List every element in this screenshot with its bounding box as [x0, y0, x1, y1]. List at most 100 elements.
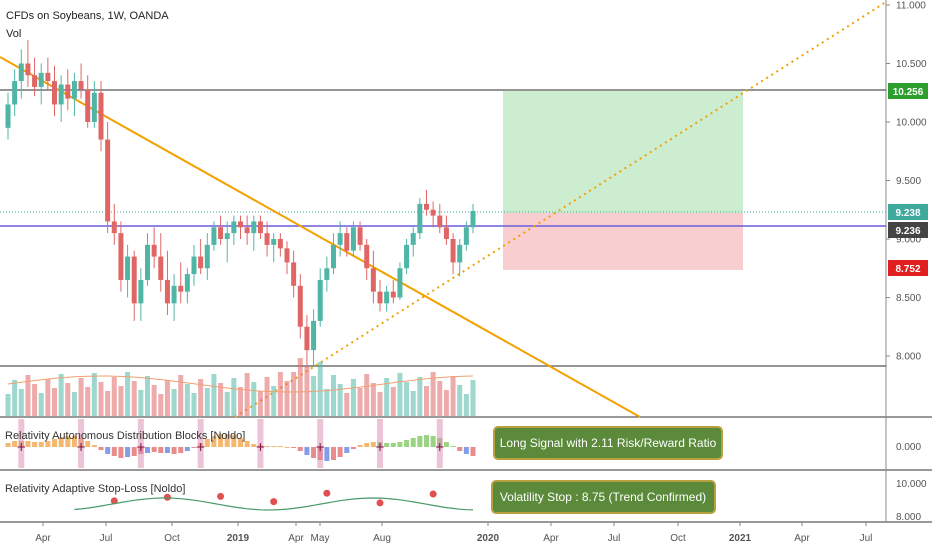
distribution-bar	[297, 447, 303, 451]
distribution-bar	[450, 446, 456, 447]
volume-bar	[424, 386, 429, 416]
signal-column	[257, 419, 264, 468]
time-tick-label: Jul	[100, 533, 113, 544]
time-tick-label: Aug	[373, 533, 391, 544]
distribution-bar	[5, 443, 11, 447]
stop-dot	[163, 493, 171, 501]
distribution-bar	[324, 447, 330, 461]
candle-body	[350, 227, 356, 251]
candle-body	[370, 268, 376, 292]
distribution-bar	[184, 447, 190, 451]
distribution-bar	[12, 441, 18, 447]
candle-body	[404, 244, 410, 269]
price-tick-label: 8.000	[896, 352, 921, 363]
volume-bar	[457, 385, 463, 416]
volume-bar	[264, 377, 270, 416]
volume-bar	[12, 380, 18, 416]
price-tick-label: 9.000	[896, 235, 921, 246]
candle-body	[118, 233, 124, 280]
distribution-bar	[224, 434, 230, 447]
long-signal-text: Long Signal with 2.11 Risk/Reward Ratio	[500, 436, 717, 450]
time-tick-label: Apr	[794, 533, 810, 544]
distribution-bar	[45, 441, 51, 447]
stoploss-axis-label: 10.000	[896, 479, 927, 490]
distribution-blocks: + + + + + + + +	[5, 419, 476, 468]
long-signal-box	[493, 426, 723, 460]
candle-body	[304, 326, 310, 351]
volume-bar	[32, 384, 38, 416]
price-tick-label: 9.500	[896, 176, 921, 187]
price-label-text: 10.256	[893, 87, 924, 98]
candle-body	[224, 233, 230, 239]
volume-bar	[397, 373, 403, 416]
price-label-box	[888, 260, 928, 276]
signal-marker: +	[196, 440, 206, 454]
stop-dot	[323, 489, 331, 497]
candle-body	[364, 244, 370, 269]
volume-bar	[364, 374, 370, 416]
distribution-bar	[105, 447, 111, 454]
candle-body	[284, 248, 290, 263]
volume-bar	[311, 376, 317, 416]
candle-body	[344, 233, 350, 251]
volume-bar	[291, 372, 297, 416]
volume-label: Vol	[6, 28, 21, 40]
distribution-bar	[384, 443, 390, 447]
distribution-bar	[364, 443, 370, 447]
candlesticks	[5, 40, 476, 368]
volume-bar	[218, 383, 224, 416]
signal-column	[18, 419, 25, 468]
volume-bar	[18, 389, 24, 416]
candle-body	[178, 285, 184, 292]
candle-body	[58, 84, 64, 105]
volume-bar	[344, 393, 350, 416]
candle-body	[125, 256, 131, 280]
candle-body	[131, 256, 137, 304]
volume-bar	[125, 372, 131, 416]
volume-bar	[164, 380, 170, 416]
time-tick-label: Jul	[608, 533, 621, 544]
signal-marker: +	[315, 440, 325, 454]
candle-body	[111, 221, 117, 234]
distribution-bar	[145, 447, 150, 453]
candle-body	[264, 233, 270, 245]
distribution-bar	[264, 446, 270, 447]
distribution-bar	[164, 447, 170, 453]
candle-body	[164, 279, 170, 304]
distribution-bar	[390, 443, 396, 447]
volume-bar	[317, 362, 323, 416]
candle-body	[65, 84, 71, 99]
candle-body	[32, 75, 38, 87]
price-label-text: 9.236	[895, 226, 920, 237]
volume-bar	[297, 358, 303, 416]
volume-bar	[257, 391, 263, 416]
candle-body	[98, 92, 104, 140]
distribution-bar	[151, 447, 157, 452]
volume-bars	[5, 358, 476, 416]
distribution-bar	[91, 445, 97, 447]
candle-body	[18, 63, 24, 82]
candle-body	[311, 320, 317, 351]
distribution-bar	[251, 444, 257, 447]
volume-bar	[443, 390, 449, 416]
volume-bar	[105, 391, 111, 416]
stop-line	[74, 497, 474, 511]
volume-bar	[78, 378, 84, 416]
candle-body	[151, 244, 157, 257]
signal-column	[78, 419, 85, 468]
candle-body	[430, 209, 436, 216]
chart-title: CFDs on Soybeans, 1W, OANDA	[6, 10, 169, 22]
volume-bar	[111, 377, 117, 416]
candle-body	[25, 63, 31, 76]
distribution-bar	[470, 447, 476, 456]
distribution-bar	[125, 447, 131, 457]
candle-body	[251, 221, 257, 234]
loss-zone	[503, 213, 743, 270]
candle-body	[437, 215, 443, 228]
price-label-box	[888, 222, 928, 238]
candle-body	[184, 274, 190, 292]
volatility-stop-box	[491, 480, 716, 514]
distribution-bar	[111, 447, 117, 456]
candle-body	[291, 262, 297, 286]
